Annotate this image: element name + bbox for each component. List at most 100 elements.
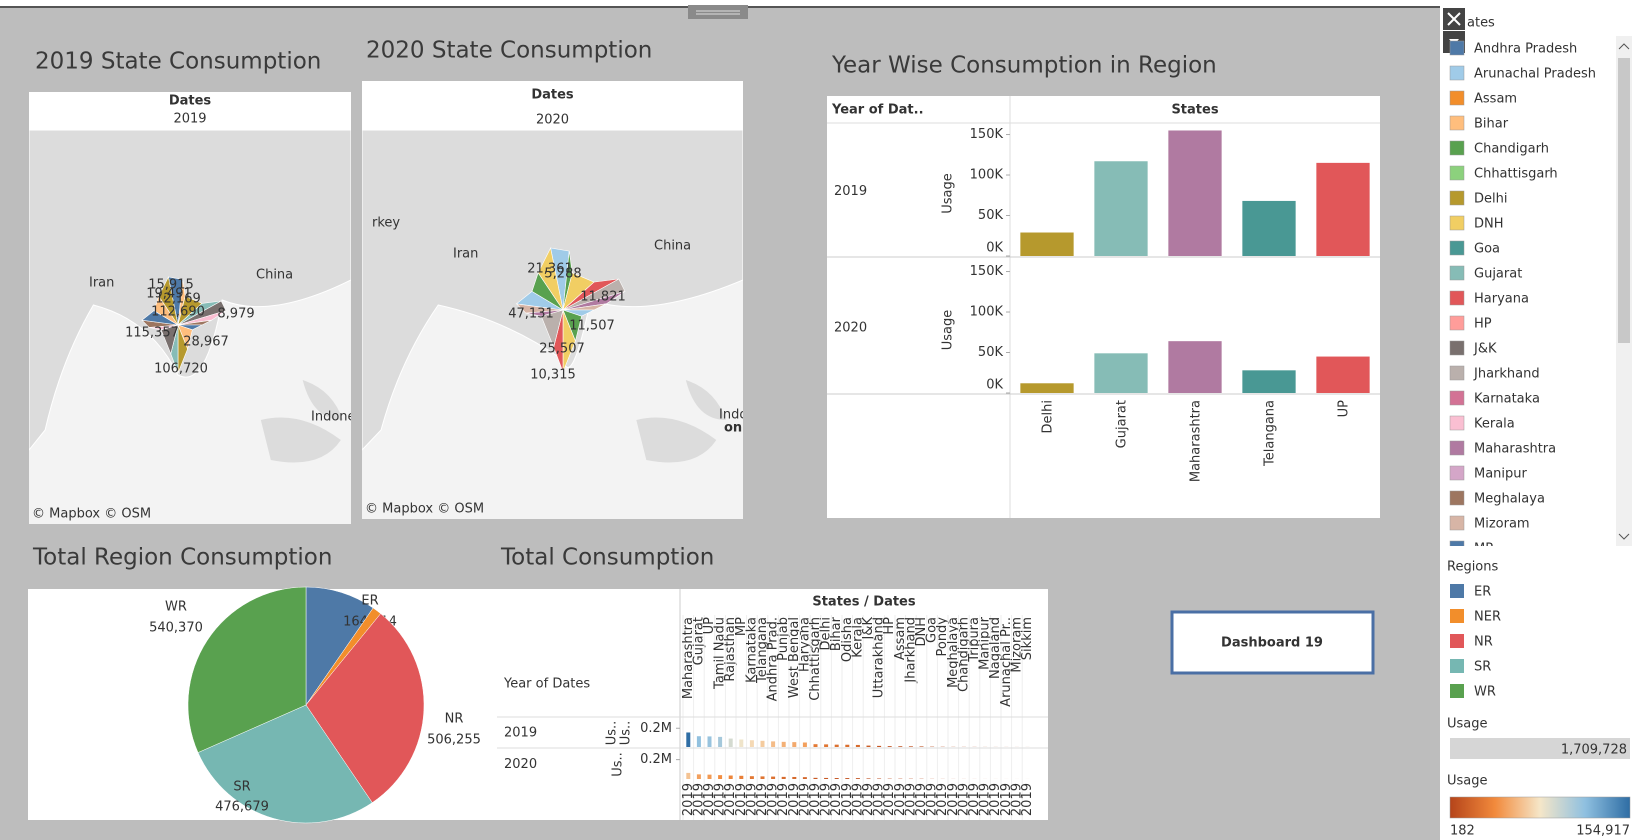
bar — [1094, 161, 1148, 256]
y-tick-label: 0K — [986, 378, 1003, 393]
legend-item[interactable]: Maharashtra — [1474, 442, 1556, 457]
legend-swatch[interactable] — [1449, 490, 1465, 506]
legend-item[interactable]: Assam — [1474, 92, 1517, 107]
legend-item[interactable]: HP — [1474, 317, 1492, 332]
legend-item[interactable]: WR — [1474, 685, 1496, 700]
legend-item[interactable]: Andhra Pradesh — [1474, 42, 1577, 57]
legend-swatch[interactable] — [1449, 165, 1465, 181]
bar — [728, 775, 733, 779]
legend-swatch[interactable] — [1449, 90, 1465, 106]
column-year-label: 2019 — [744, 783, 759, 816]
legend-item[interactable]: Meghalaya — [1474, 492, 1545, 507]
column-label: Manipur — [978, 616, 993, 670]
legend-swatch[interactable] — [1450, 634, 1464, 648]
legend-item[interactable]: Arunachal Pradesh — [1474, 67, 1596, 82]
legend-swatch[interactable] — [1449, 365, 1465, 381]
legend-item[interactable]: Mizoram — [1474, 517, 1530, 532]
dashboard-button: Dashboard 19 — [1170, 610, 1375, 675]
column-label: HP — [882, 617, 897, 635]
legend-item[interactable]: MP — [1474, 542, 1493, 557]
legend-swatch[interactable] — [1450, 609, 1464, 623]
legend-item[interactable]: SR — [1474, 660, 1491, 675]
y-tick-label: 150K — [970, 264, 1004, 279]
column-label: Gujarat — [691, 617, 706, 665]
legend-item[interactable]: ER — [1474, 585, 1491, 600]
bar — [760, 740, 765, 747]
column-year-label: 2019 — [755, 783, 770, 816]
legend-swatch[interactable] — [1450, 684, 1464, 698]
map-title: 2019 State Consumption — [35, 49, 321, 75]
bar — [718, 736, 723, 747]
legend-swatch[interactable] — [1449, 290, 1465, 306]
bar — [866, 745, 871, 747]
legend-swatch[interactable] — [1449, 540, 1465, 555]
y-tick-label: 100K — [970, 168, 1004, 183]
legend-title: Usage — [1447, 774, 1488, 789]
map-year: 2019 — [173, 112, 206, 127]
legend-item[interactable]: Haryana — [1474, 292, 1529, 307]
pie-chart: Total Region ConsumptionER164,714NR506,2… — [28, 545, 497, 824]
bar — [707, 736, 712, 747]
legend-item[interactable]: Chandigarh — [1474, 142, 1549, 157]
legend-item[interactable]: DNH — [1474, 217, 1504, 232]
legend-item[interactable]: Manipur — [1474, 467, 1528, 482]
legend-item[interactable]: Chhattisgarh — [1474, 167, 1558, 182]
scroll-down[interactable] — [1618, 533, 1630, 540]
bar — [1020, 383, 1074, 393]
legend-swatch[interactable] — [1449, 415, 1465, 431]
legend-item[interactable]: Goa — [1474, 242, 1500, 257]
column-year-label: 2019 — [808, 783, 823, 816]
drag-handle[interactable] — [688, 5, 748, 19]
scroll-up[interactable] — [1618, 43, 1630, 50]
legend-swatch[interactable] — [1449, 115, 1465, 131]
column-year-label: 2019 — [914, 783, 929, 816]
button-frame[interactable] — [1170, 610, 1375, 675]
legend-item[interactable]: Gujarat — [1474, 267, 1522, 282]
legend-item[interactable]: NER — [1474, 610, 1501, 625]
legend-item[interactable]: Karnataka — [1474, 392, 1540, 407]
bar — [686, 772, 691, 779]
legend-swatch[interactable] — [1449, 390, 1465, 406]
scroll-thumb[interactable] — [1618, 58, 1630, 343]
legend-swatch[interactable] — [1449, 315, 1465, 331]
legend-swatch[interactable] — [1449, 515, 1465, 531]
pie-slice — [197, 704, 373, 824]
bar — [834, 778, 839, 779]
row-header: Year of Dat.. — [831, 103, 924, 118]
pie-label-name: SR — [233, 780, 250, 795]
column-year-label: 2019 — [946, 783, 961, 816]
legend-swatch[interactable] — [1449, 240, 1465, 256]
legend-item[interactable]: Bihar — [1474, 117, 1509, 132]
legend-swatch[interactable] — [1449, 65, 1465, 81]
bar — [1168, 341, 1222, 393]
column-year-label: 2019 — [925, 783, 940, 816]
column-year-label: 2019 — [713, 783, 728, 816]
legend-swatch[interactable] — [1450, 659, 1464, 673]
legend-swatch[interactable] — [1449, 440, 1465, 456]
legend-swatch[interactable] — [1449, 340, 1465, 356]
legend-title: Regions — [1447, 560, 1499, 575]
legend-swatch[interactable] — [1449, 190, 1465, 206]
color-legend-max: 154,917 — [1576, 824, 1630, 839]
button-label[interactable]: Dashboard 19 — [1221, 636, 1323, 651]
legend-item[interactable]: Kerala — [1474, 417, 1515, 432]
column-label: Chandigarh — [956, 617, 971, 692]
legend-item[interactable]: NR — [1474, 635, 1493, 650]
column-label: Jharkhand — [903, 617, 918, 684]
legend-swatch[interactable] — [1449, 465, 1465, 481]
legend-swatch[interactable] — [1450, 584, 1464, 598]
column-label: Tamil Nadu — [713, 617, 728, 690]
legend-swatch[interactable] — [1449, 40, 1465, 56]
y-axis-title: Us.. — [605, 721, 620, 746]
column-label: Punjab — [776, 617, 791, 661]
bar — [802, 742, 807, 747]
legend-swatch[interactable] — [1449, 140, 1465, 156]
pie-slice — [305, 613, 425, 804]
legend-item[interactable]: Jharkhand — [1473, 367, 1540, 382]
legend-swatch[interactable] — [1449, 215, 1465, 231]
legend-item[interactable]: Delhi — [1474, 192, 1507, 207]
legend-item[interactable]: J&K — [1473, 342, 1497, 357]
legend-swatch[interactable] — [1449, 265, 1465, 281]
bar — [739, 775, 744, 779]
map-panel: 2020 State Consumption Dates 2020 rkey Iran C… — [362, 38, 743, 519]
